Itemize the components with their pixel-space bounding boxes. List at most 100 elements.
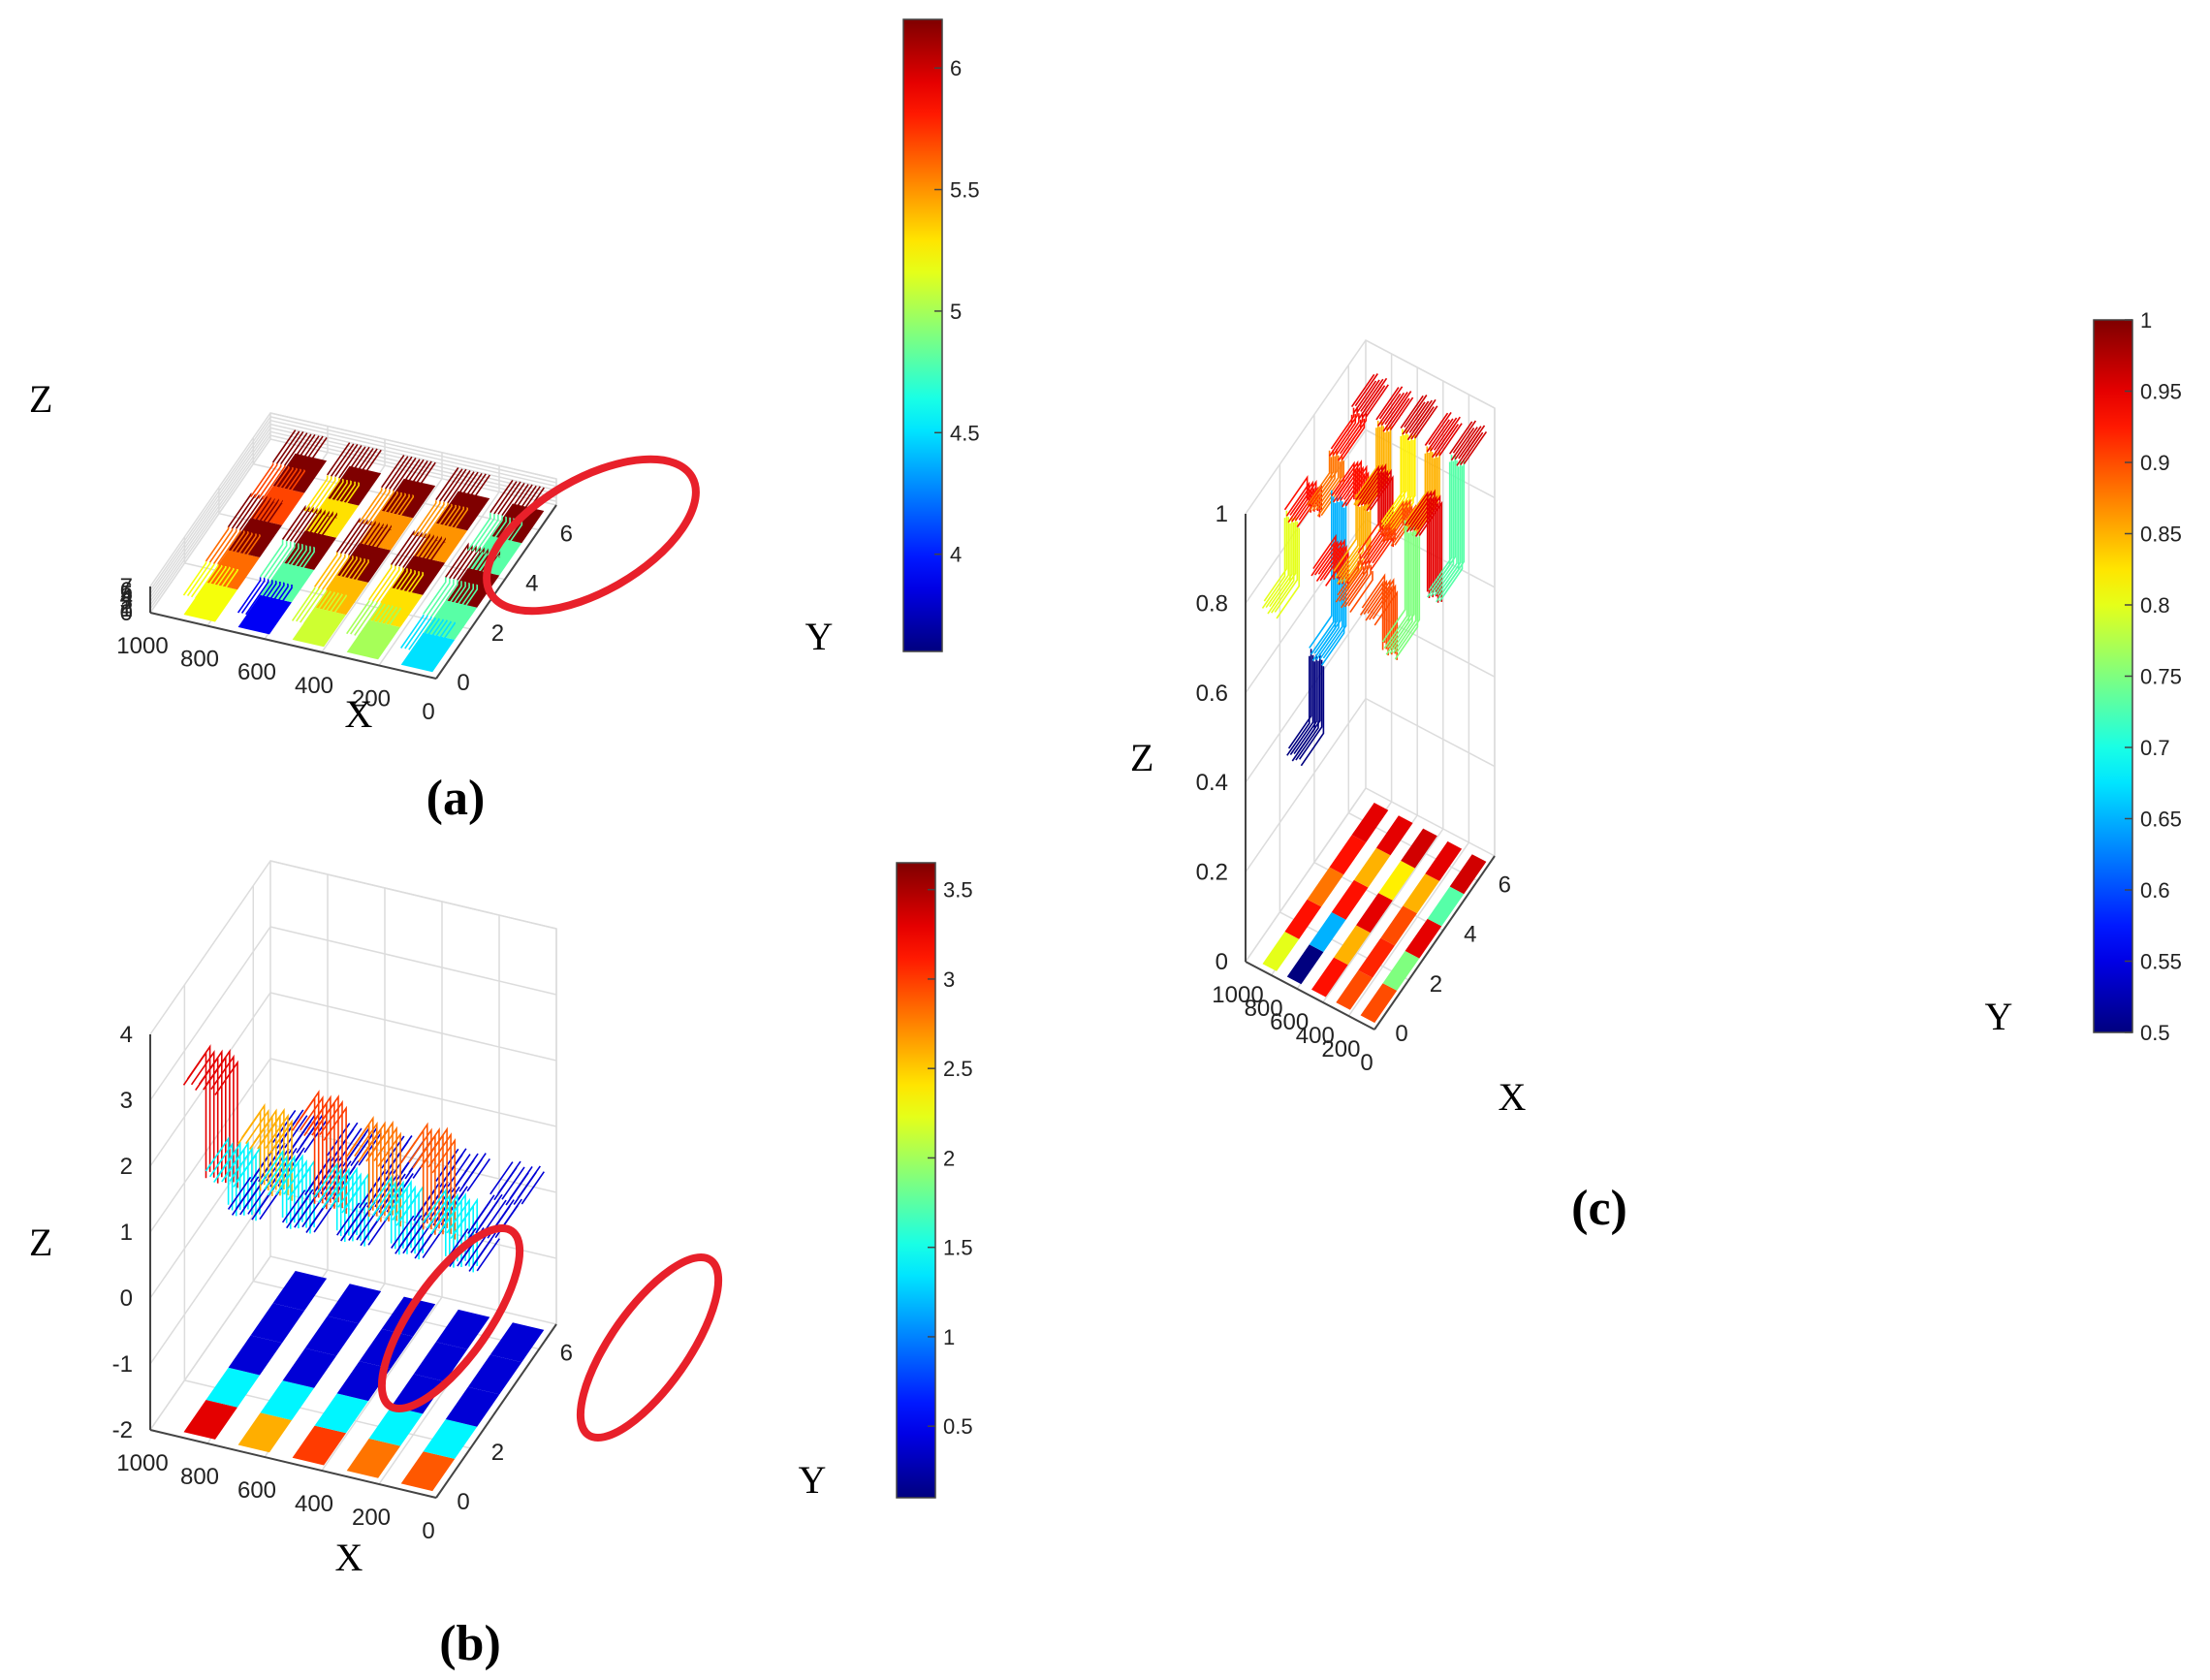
surface-wire xyxy=(395,1190,420,1260)
surface-wire xyxy=(1377,393,1402,427)
surface-wire xyxy=(468,1238,492,1272)
surface-wire xyxy=(362,603,386,638)
surface-wire xyxy=(458,472,483,507)
surface-wire xyxy=(225,531,249,566)
z-gridline xyxy=(1245,608,1496,783)
surface-wire xyxy=(264,540,288,579)
surface-wire xyxy=(366,490,391,525)
surface-wire xyxy=(182,561,207,596)
surface-wire xyxy=(483,1199,507,1233)
x-tick-label: 1000 xyxy=(116,633,168,659)
colorbar xyxy=(896,862,936,1499)
surface-wire xyxy=(229,1146,253,1216)
surface-wire xyxy=(276,430,300,464)
heatmap-cell xyxy=(1311,957,1348,998)
surface-wire xyxy=(227,491,252,528)
heatmap-cell xyxy=(1403,873,1440,914)
surface-wire xyxy=(268,585,293,621)
surface-wire xyxy=(447,470,471,504)
surface-wire xyxy=(1454,427,1478,460)
panel-b-caption: (b) xyxy=(439,1616,501,1671)
surface-wire xyxy=(318,553,342,589)
surface-wire xyxy=(1357,471,1381,532)
surface-wire xyxy=(444,507,469,543)
surface-wire xyxy=(331,443,355,477)
surface-wire xyxy=(1341,418,1366,460)
surface-wire xyxy=(1336,413,1360,456)
surface-wire xyxy=(373,1125,397,1221)
surface-wire xyxy=(330,555,354,592)
surface-wire xyxy=(1394,537,1419,660)
y-tick-label: 6 xyxy=(560,522,573,548)
surface-wire xyxy=(213,1147,237,1217)
surface-wire xyxy=(1285,481,1310,517)
surface-wire xyxy=(1339,412,1364,455)
surface-wire xyxy=(237,577,262,614)
surface-wire xyxy=(1357,518,1382,554)
y-tick-label: 6 xyxy=(1499,872,1511,899)
surface-wire xyxy=(513,1171,537,1205)
surface-wire xyxy=(303,1100,328,1210)
box-edge xyxy=(269,412,557,505)
surface-wire xyxy=(1366,431,1390,510)
surface-wire xyxy=(258,1148,282,1183)
surface-wire xyxy=(454,584,479,622)
heatmap-cell xyxy=(272,1271,328,1311)
surface-wire xyxy=(1339,559,1363,602)
surface-wire xyxy=(400,1127,425,1230)
surface-wire xyxy=(408,1127,432,1229)
heatmap-cell xyxy=(205,1367,260,1408)
z-tick-label: 0.6 xyxy=(1196,681,1228,707)
heatmap-cell xyxy=(1378,860,1415,901)
surface-wire xyxy=(249,462,274,498)
heatmap-cell xyxy=(1382,950,1420,991)
surface-wire xyxy=(281,1189,306,1223)
surface-wire xyxy=(1426,419,1450,453)
heatmap-cell xyxy=(282,1347,337,1388)
surface-wire xyxy=(479,515,503,554)
x-tick-label: 800 xyxy=(180,647,219,673)
heatmap-cell xyxy=(1334,925,1371,966)
surface-wire xyxy=(237,1109,262,1191)
surface-wire xyxy=(1396,530,1421,653)
surface-wire xyxy=(426,1193,451,1262)
surface-wire xyxy=(1405,453,1430,530)
z-tick-label: 3 xyxy=(120,1088,133,1114)
surface-wire xyxy=(294,1194,318,1228)
surface-wire xyxy=(237,533,261,569)
surface-wire xyxy=(392,1185,416,1254)
x-tick-label: 400 xyxy=(1296,1023,1335,1049)
surface-wire xyxy=(1412,451,1437,529)
x-gridline xyxy=(149,861,271,1431)
surface-wire xyxy=(213,528,237,564)
surface-wire xyxy=(380,567,404,604)
surface-wire xyxy=(395,1220,419,1254)
surface-wire xyxy=(374,1174,398,1208)
surface-wire xyxy=(471,513,495,552)
surface-wire xyxy=(190,1049,215,1178)
y-axis-line xyxy=(1373,855,1496,1030)
surface-wire xyxy=(336,1202,361,1236)
surface-wire xyxy=(324,1166,348,1200)
surface-wire xyxy=(1402,401,1426,435)
heatmap-cell xyxy=(1329,835,1367,875)
surface-wire xyxy=(368,1175,393,1244)
surface-wire xyxy=(1318,454,1343,510)
surface-wire xyxy=(1384,434,1409,530)
z-gridline xyxy=(1245,697,1496,873)
surface-wire xyxy=(1375,387,1400,421)
surface-wire xyxy=(1276,527,1300,619)
surface-wire xyxy=(1289,654,1314,755)
surface-wire xyxy=(249,1114,273,1196)
surface-wire xyxy=(427,1132,452,1234)
surface-wire xyxy=(1384,392,1408,426)
surface-wire xyxy=(290,506,314,542)
surface-wire xyxy=(489,1161,514,1195)
surface-wire xyxy=(1372,584,1397,654)
surface-wire xyxy=(296,435,320,469)
surface-wire xyxy=(440,506,465,542)
surface-wire xyxy=(442,581,466,619)
surface-wire xyxy=(264,1155,288,1223)
surface-wire xyxy=(277,468,301,504)
